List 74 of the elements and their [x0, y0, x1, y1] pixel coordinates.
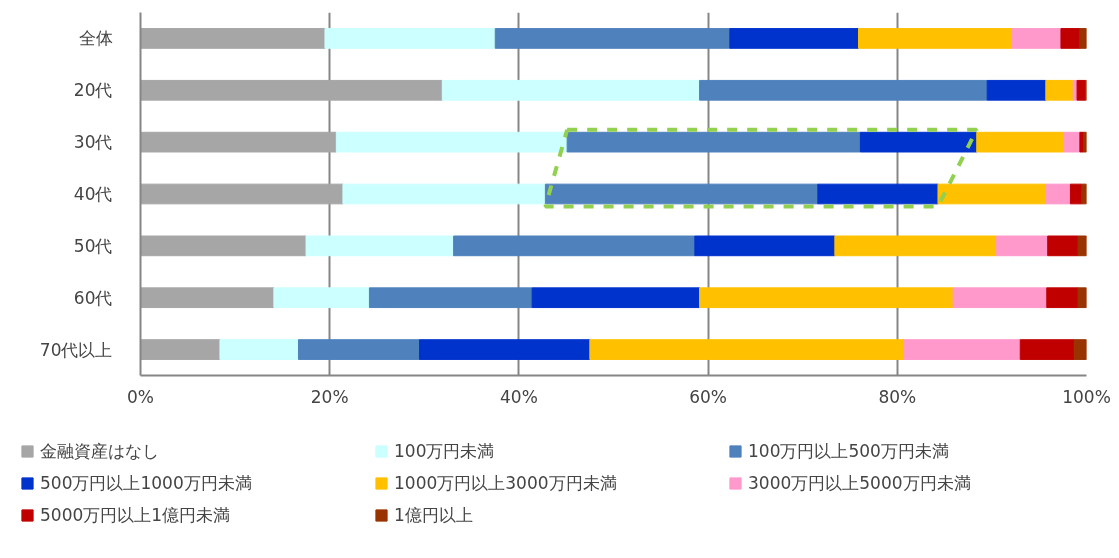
bar — [952, 287, 1048, 309]
bar — [834, 235, 998, 257]
bar — [817, 183, 939, 205]
bar — [937, 183, 1047, 205]
bar — [1081, 183, 1087, 205]
bar — [140, 79, 443, 101]
bar — [1083, 131, 1087, 153]
bar — [699, 287, 954, 309]
bar — [996, 235, 1049, 257]
bar — [1045, 183, 1071, 205]
legend-label: 金融資産はなし — [40, 439, 160, 463]
bar — [858, 28, 1013, 49]
bar — [531, 287, 701, 309]
bar — [1046, 287, 1079, 309]
bar — [342, 183, 546, 205]
bar — [566, 131, 861, 153]
bar — [140, 287, 275, 309]
bar — [699, 79, 988, 101]
x-tick-label: 20% — [310, 386, 349, 407]
bar — [986, 79, 1047, 101]
bar — [859, 131, 978, 153]
y-tick-label: 50代 — [73, 235, 113, 256]
bar — [729, 28, 860, 49]
bar — [1077, 287, 1087, 309]
bar — [1069, 183, 1083, 205]
y-tick-label: 40代 — [73, 184, 113, 204]
x-tick-label: 40% — [500, 386, 538, 407]
legend-label: 100万円未満 — [394, 439, 496, 463]
bar — [140, 183, 344, 205]
bar — [453, 235, 696, 257]
bar — [1063, 131, 1081, 153]
legend-label: 1000万円以上3000万円未満 — [394, 471, 618, 495]
bar — [1047, 235, 1079, 257]
bar — [1073, 339, 1087, 360]
bar — [694, 235, 836, 257]
bar — [1077, 235, 1087, 257]
bar — [273, 287, 370, 309]
bar — [419, 339, 591, 360]
bar — [1019, 339, 1075, 360]
bar — [140, 28, 326, 49]
legend-label: 3000万円以上5000万円未満 — [748, 471, 972, 495]
bar — [976, 131, 1065, 153]
bar — [589, 339, 905, 360]
bar — [324, 28, 496, 49]
bar — [1011, 28, 1062, 49]
y-tick-label: 70代以上 — [39, 339, 113, 360]
x-tick-label: 80% — [878, 386, 917, 407]
bar — [140, 131, 337, 153]
legend-label: 100万円以上500万円未満 — [748, 439, 950, 463]
x-tick-label: 100% — [1062, 386, 1111, 407]
y-tick-label: 60代 — [73, 287, 113, 308]
bar — [1060, 28, 1081, 49]
legend-label: 500万円以上1000万円未満 — [40, 471, 253, 495]
bar — [1045, 79, 1074, 101]
x-tick-label: 0% — [127, 386, 154, 407]
y-tick-label: 30代 — [73, 132, 113, 153]
bar — [297, 339, 421, 360]
bar — [219, 339, 299, 360]
bar — [1076, 79, 1087, 101]
bar — [903, 339, 1021, 360]
legend-label: 5000万円以上1億円未満 — [40, 503, 232, 527]
bar — [1079, 28, 1087, 49]
bar — [544, 183, 819, 205]
y-tick-label: 全体 — [78, 28, 113, 49]
bar — [335, 131, 568, 153]
x-tick-label: 60% — [689, 386, 727, 407]
bar — [368, 287, 533, 309]
bar — [140, 339, 221, 360]
bar — [441, 79, 701, 101]
legend-label: 1億円以上 — [394, 503, 474, 527]
y-tick-label: 20代 — [73, 80, 113, 101]
bar — [494, 28, 731, 49]
bar — [305, 235, 455, 257]
bar — [140, 235, 307, 257]
